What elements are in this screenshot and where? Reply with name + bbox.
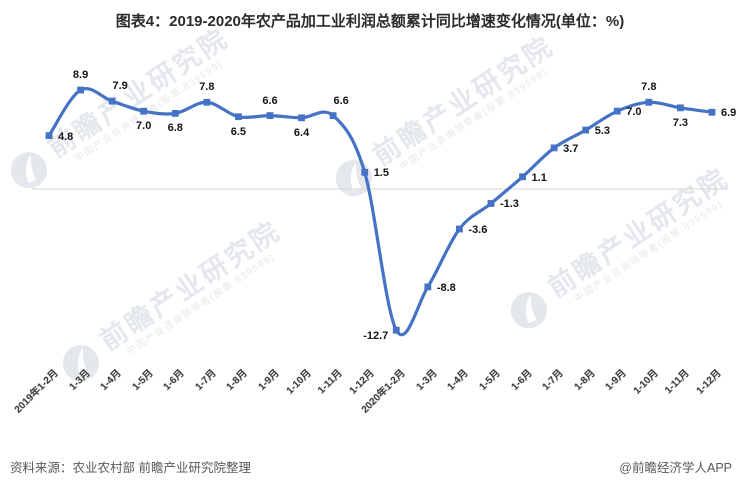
data-label: -1.3 [499,198,519,211]
data-point-marker [456,225,463,233]
data-label: 4.8 [58,130,74,143]
data-label: 6.8 [167,122,183,135]
data-label: -8.8 [436,281,456,294]
data-label: 7.8 [641,81,657,94]
data-point-marker [45,132,53,140]
data-point-marker [77,86,84,94]
data-label: -3.6 [468,224,488,237]
data-point-marker [298,114,305,122]
data-label: 1.1 [531,171,547,184]
data-label: 7.9 [112,80,128,93]
data-point-marker [550,144,558,152]
chart-title: 图表4：2019-2020年农产品加工业利润总额累计同比增速变化情况(单位：%) [115,13,625,30]
data-point-marker [645,98,653,106]
data-label: 6.6 [262,94,278,107]
data-point-marker [677,104,684,112]
data-label: 1.5 [373,167,389,180]
data-point-marker [108,97,116,105]
data-point-marker [329,112,337,120]
data-point-marker [171,109,179,117]
data-point-marker [582,126,590,134]
data-point-marker [235,113,242,121]
data-label: 7.0 [136,120,152,133]
data-point-marker [487,200,495,207]
data-label: 7.0 [626,106,642,119]
data-label: 5.3 [594,125,610,138]
data-label: 6.9 [720,107,737,120]
data-label: 6.5 [230,125,247,138]
data-label: 3.7 [563,142,579,155]
data-label: 6.4 [293,126,310,139]
data-label: -12.7 [363,330,389,343]
data-point-marker [519,173,526,181]
data-label: 6.6 [333,94,349,107]
data-point-marker [203,98,211,106]
data-point-marker [708,108,716,116]
line-series [47,87,714,337]
data-label: 8.9 [72,69,89,82]
data-label: 7.3 [672,116,689,129]
data-point-marker [266,112,274,120]
data-point-marker [613,107,621,115]
app-credit: @前瞻经济学人APP [619,461,732,475]
data-point-marker [424,283,432,291]
data-point-marker [392,326,400,334]
source-note: 资料来源：农业农村部 前瞻产业研究院整理 [10,461,251,475]
data-point-marker [140,107,148,115]
data-label: 7.8 [199,81,215,94]
